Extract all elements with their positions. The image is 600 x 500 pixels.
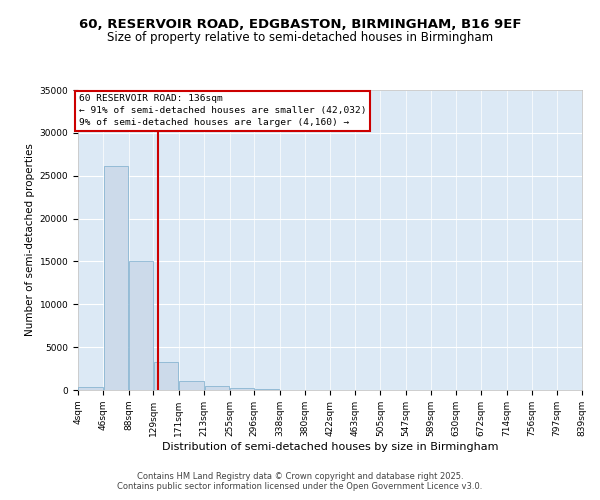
Text: 60, RESERVOIR ROAD, EDGBASTON, BIRMINGHAM, B16 9EF: 60, RESERVOIR ROAD, EDGBASTON, BIRMINGHA… <box>79 18 521 30</box>
Bar <box>179 382 204 390</box>
Bar <box>205 386 229 390</box>
X-axis label: Distribution of semi-detached houses by size in Birmingham: Distribution of semi-detached houses by … <box>162 442 498 452</box>
Text: Size of property relative to semi-detached houses in Birmingham: Size of property relative to semi-detach… <box>107 31 493 44</box>
Text: Contains public sector information licensed under the Open Government Licence v3: Contains public sector information licen… <box>118 482 482 491</box>
Text: Contains HM Land Registry data © Crown copyright and database right 2025.: Contains HM Land Registry data © Crown c… <box>137 472 463 481</box>
Bar <box>230 388 254 390</box>
Bar <box>154 362 178 390</box>
Bar <box>129 260 153 390</box>
Bar <box>79 386 103 390</box>
Text: 60 RESERVOIR ROAD: 136sqm
← 91% of semi-detached houses are smaller (42,032)
9% : 60 RESERVOIR ROAD: 136sqm ← 91% of semi-… <box>79 94 366 127</box>
Bar <box>104 166 128 390</box>
Y-axis label: Number of semi-detached properties: Number of semi-detached properties <box>25 144 35 336</box>
